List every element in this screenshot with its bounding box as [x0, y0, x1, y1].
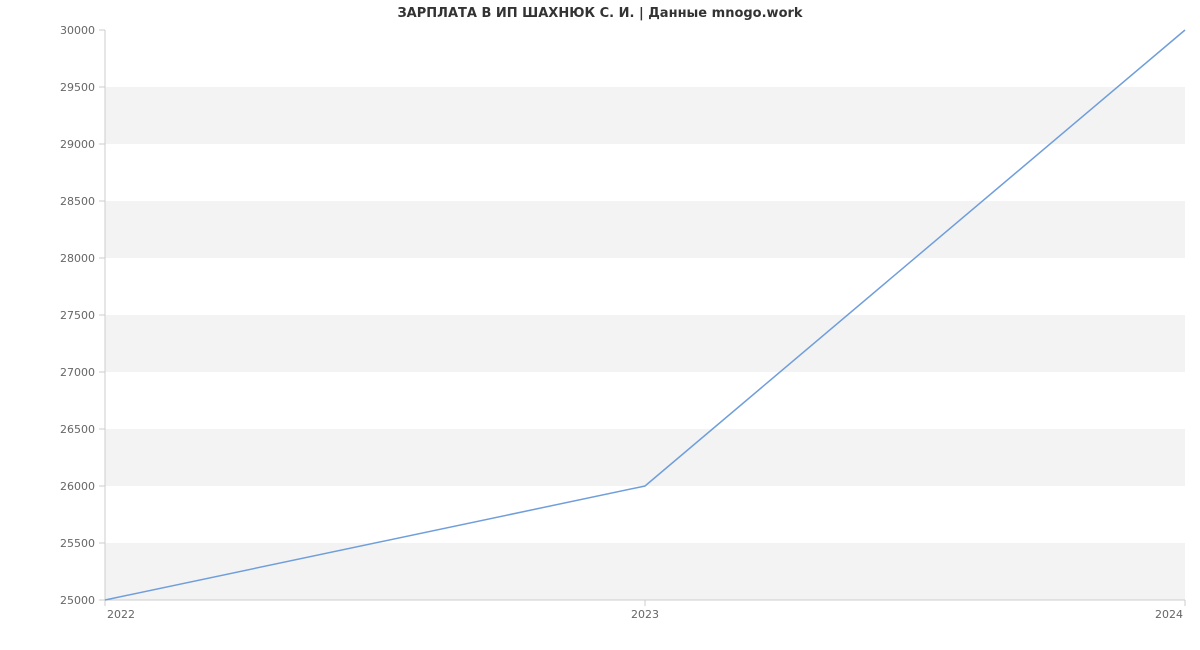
y-tick-label: 29500 — [60, 81, 95, 94]
x-tick-label: 2023 — [631, 608, 659, 621]
grid-band — [105, 144, 1185, 201]
x-tick-label: 2022 — [107, 608, 135, 621]
grid-band — [105, 315, 1185, 372]
y-tick-label: 27000 — [60, 366, 95, 379]
grid-band — [105, 543, 1185, 600]
y-tick-label: 25000 — [60, 594, 95, 607]
grid-band — [105, 201, 1185, 258]
y-tick-label: 27500 — [60, 309, 95, 322]
y-tick-label: 30000 — [60, 24, 95, 37]
grid-band — [105, 486, 1185, 543]
grid-band — [105, 30, 1185, 87]
x-tick-label: 2024 — [1155, 608, 1183, 621]
chart-title: ЗАРПЛАТА В ИП ШАХНЮК С. И. | Данные mnog… — [0, 6, 1200, 21]
salary-line-chart: ЗАРПЛАТА В ИП ШАХНЮК С. И. | Данные mnog… — [0, 0, 1200, 650]
y-tick-label: 26500 — [60, 423, 95, 436]
grid-band — [105, 372, 1185, 429]
grid-band — [105, 429, 1185, 486]
y-tick-label: 26000 — [60, 480, 95, 493]
y-tick-label: 25500 — [60, 537, 95, 550]
grid-band — [105, 258, 1185, 315]
y-tick-label: 29000 — [60, 138, 95, 151]
grid-band — [105, 87, 1185, 144]
y-tick-label: 28000 — [60, 252, 95, 265]
chart-svg: 25000 25500 26000 26500 27000 27500 28000 28500… — [0, 0, 1200, 650]
y-tick-label: 28500 — [60, 195, 95, 208]
